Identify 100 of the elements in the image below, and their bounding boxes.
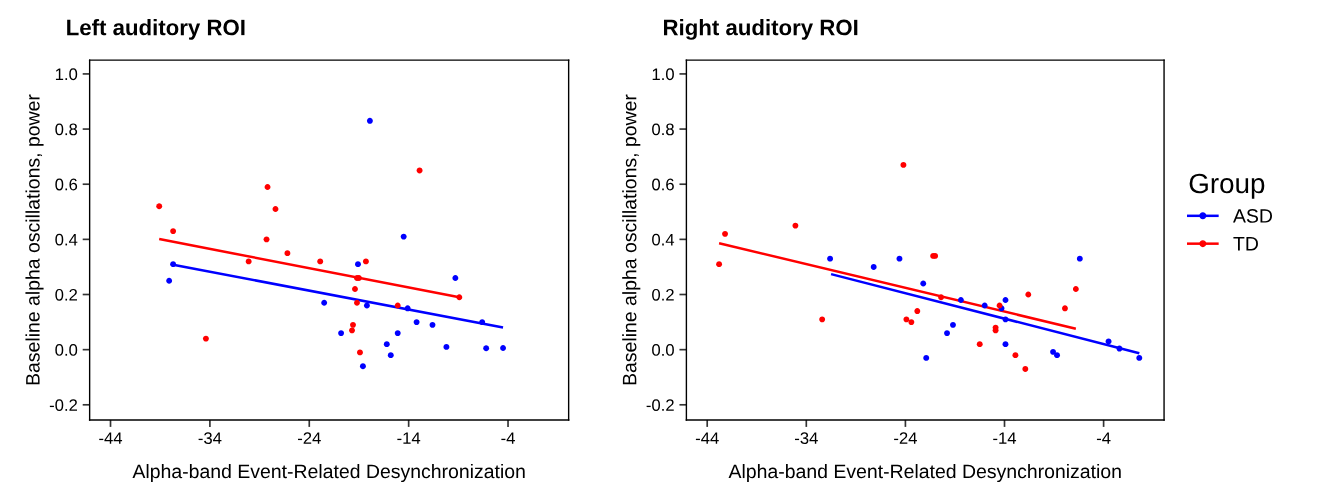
legend-label: TD	[1233, 237, 1258, 251]
point	[404, 305, 411, 312]
point	[908, 319, 915, 326]
point	[938, 294, 945, 301]
y-tick-label: 0.4	[55, 233, 78, 246]
point	[819, 316, 826, 323]
x-tick-label: -4	[1096, 432, 1111, 444]
x-tick-label: -44	[695, 432, 719, 444]
y-tick-label: 0.4	[652, 233, 675, 246]
point	[338, 330, 345, 337]
y-tick-label: 0.2	[55, 288, 78, 301]
point	[366, 117, 373, 124]
point	[716, 261, 723, 268]
x-tick-label: -34	[198, 432, 222, 445]
y-tick-label: 0.6	[652, 178, 674, 191]
point	[272, 206, 279, 212]
point	[355, 261, 361, 268]
point	[443, 343, 450, 350]
point	[1012, 352, 1019, 359]
point	[976, 341, 983, 348]
point	[923, 354, 930, 361]
point	[284, 250, 291, 257]
x-tick-label: -14	[397, 432, 421, 444]
point	[352, 286, 358, 292]
x-tick-label: -34	[795, 432, 818, 445]
y-tick-label: 0.6	[55, 178, 78, 191]
x-tick-label: -4	[501, 432, 515, 444]
point	[349, 327, 355, 334]
point	[429, 321, 436, 328]
chart-title: Right auditory ROI	[664, 19, 858, 40]
y-tick-label: -0.2	[646, 399, 674, 411]
point	[483, 345, 490, 352]
point	[456, 294, 463, 301]
point	[920, 280, 927, 287]
x-tick-label: -24	[297, 432, 321, 444]
point	[1002, 341, 1009, 348]
point	[317, 258, 324, 265]
point	[413, 319, 420, 326]
point	[363, 302, 370, 309]
point	[1062, 305, 1068, 312]
point	[170, 228, 177, 235]
point	[827, 255, 834, 262]
point	[479, 319, 486, 326]
point	[1076, 255, 1083, 262]
point	[1054, 352, 1060, 359]
y-tick-label: 0.2	[652, 288, 674, 301]
point	[870, 263, 877, 270]
point	[1072, 286, 1079, 292]
y-tick-label: 0.8	[55, 123, 78, 136]
y-axis-title: Baseline alpha oscillations, power	[622, 94, 641, 385]
point	[1022, 366, 1029, 372]
x-tick-label: -24	[894, 432, 917, 444]
y-tick-label: 0.0	[652, 344, 674, 356]
point	[359, 363, 366, 370]
x-tick-label: -14	[993, 432, 1017, 444]
point	[170, 261, 177, 268]
point	[156, 203, 163, 210]
point	[321, 299, 328, 306]
x-axis-title: Alpha-band Event-Related Desynchronization	[132, 463, 525, 483]
point	[400, 233, 407, 240]
point	[354, 299, 360, 306]
point	[914, 308, 921, 314]
point	[500, 345, 507, 351]
point	[1116, 345, 1123, 352]
legend-title: Group	[1189, 173, 1265, 199]
point	[900, 161, 907, 168]
point	[1105, 338, 1112, 345]
x-tick-label: -44	[99, 432, 123, 444]
point	[202, 335, 209, 342]
point	[166, 277, 173, 284]
point	[357, 349, 363, 356]
point	[362, 258, 369, 265]
point	[245, 258, 252, 265]
x-axis-title: Alpha-band Event-Related Desynchronization	[728, 463, 1121, 483]
point	[950, 321, 956, 328]
y-tick-label: 1.0	[652, 68, 674, 81]
point	[896, 255, 903, 262]
y-axis-title: Baseline alpha oscillations, power	[25, 94, 44, 385]
point	[350, 321, 356, 328]
y-tick-label: -0.2	[49, 399, 78, 411]
point	[903, 316, 910, 323]
y-tick-label: 0.8	[652, 123, 674, 136]
point	[263, 236, 270, 243]
point	[792, 222, 799, 229]
legend-label: ASD	[1233, 209, 1273, 223]
point	[722, 230, 728, 237]
point	[957, 297, 964, 303]
point	[264, 184, 271, 190]
point	[944, 330, 950, 337]
point	[1002, 297, 1009, 303]
point	[394, 330, 401, 337]
point	[387, 352, 394, 359]
chart-title: Left auditory ROI	[67, 19, 245, 40]
point	[1136, 354, 1143, 361]
point	[452, 275, 459, 281]
point	[416, 167, 423, 174]
y-tick-label: 0.0	[55, 344, 78, 356]
point	[383, 341, 390, 348]
y-tick-label: 1.0	[55, 68, 78, 81]
point	[1050, 348, 1057, 355]
